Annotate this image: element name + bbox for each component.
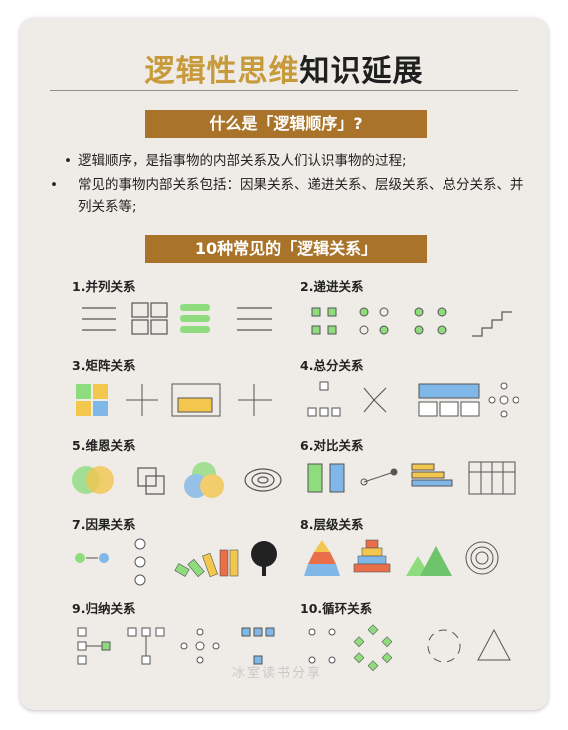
contrast-icons xyxy=(307,461,516,495)
hierarchy-stack-icon xyxy=(353,539,391,573)
label-hierarchy: 8.层级关系 xyxy=(300,517,364,532)
parallel-grid-icon xyxy=(131,302,168,335)
total-part-radial-icon xyxy=(363,387,387,413)
venn-icons xyxy=(72,462,282,498)
total-part-tree-icon xyxy=(307,381,341,417)
matrix-colored-quadrant-icon xyxy=(76,384,108,416)
causal-dominoes-icon xyxy=(174,549,239,578)
progressive-stairs-icon xyxy=(472,311,512,337)
bullet-1-text: 逻辑顺序，是指事物的内部关系及人们认识事物的过程; xyxy=(78,153,407,169)
cycle-arrows-icon xyxy=(427,629,461,663)
hierarchy-pyramid-icon xyxy=(304,540,340,576)
venn-two-circles-icon xyxy=(72,466,114,494)
matrix-table-icon xyxy=(171,383,221,417)
hierarchy-mountains-icon xyxy=(406,546,452,576)
label-cycle: 10.循环关系 xyxy=(300,601,373,616)
cycle-icons xyxy=(308,624,511,672)
watermark: 冰室读书分享 xyxy=(232,666,323,681)
contrast-scale-icon xyxy=(360,468,398,486)
contrast-vs-icon xyxy=(307,463,345,493)
title-part2: 知识延展 xyxy=(299,54,424,89)
progressive-nodes-icon xyxy=(414,307,447,335)
causal-icons xyxy=(75,538,277,586)
venn-nested-ellipses-icon xyxy=(244,468,282,492)
bullet-2: • 常见的事物内部关系包括：因果关系、递进关系、层级关系、总分关系、并列关系等; xyxy=(50,177,524,215)
hierarchy-concentric-icon xyxy=(465,541,499,575)
progressive-icons xyxy=(311,307,512,337)
label-progressive: 2.递进关系 xyxy=(300,279,364,294)
parallel-icons xyxy=(82,302,272,335)
progressive-circles-icon xyxy=(359,307,389,335)
matrix-icons xyxy=(76,383,272,417)
progressive-squares-icon xyxy=(311,307,337,335)
label-total-part: 4.总分关系 xyxy=(300,358,364,373)
bullet-2-text: 常见的事物内部关系包括：因果关系、递进关系、层级关系、总分关系、并列关系等; xyxy=(78,177,524,215)
induction-branch-icon xyxy=(127,627,165,665)
induction-icons xyxy=(77,627,275,665)
cycle-diamond-ring-icon xyxy=(353,624,393,672)
infographic-card: 逻辑性思维知识延展 什么是「逻辑顺序」? • 逻辑顺序，是指事物的内部关系及人们认… xyxy=(20,18,548,710)
cycle-grid-icon xyxy=(308,628,336,664)
title-part1: 逻辑性思维 xyxy=(144,54,300,89)
parallel-green-bars-icon xyxy=(180,304,210,333)
label-induction: 9.归纳关系 xyxy=(72,601,136,616)
label-contrast: 6.对比关系 xyxy=(300,438,364,453)
induction-converge-icon xyxy=(180,628,220,664)
total-part-icons xyxy=(307,381,519,418)
induction-list-icon xyxy=(77,627,111,665)
banner-what-is: 什么是「逻辑顺序」? xyxy=(145,110,427,138)
causal-chain-icon xyxy=(134,538,146,586)
bullet-1: • 逻辑顺序，是指事物的内部关系及人们认识事物的过程; xyxy=(64,153,407,169)
venn-three-circles-icon xyxy=(184,462,224,498)
induction-funnel-icon xyxy=(241,627,275,665)
total-part-hub-icon xyxy=(488,382,519,418)
causal-arrow-icon xyxy=(75,553,109,563)
hierarchy-icons xyxy=(304,539,499,576)
label-parallel: 1.并列关系 xyxy=(72,279,136,294)
matrix-cross-icon xyxy=(126,384,158,416)
page-title: 逻辑性思维知识延展 xyxy=(20,46,548,90)
label-matrix: 3.矩阵关系 xyxy=(72,358,136,373)
contrast-bars-icon xyxy=(411,463,453,487)
parallel-numbered-lines-icon xyxy=(237,307,272,331)
cycle-triangle-icon xyxy=(477,628,511,661)
label-venn: 5.维恩关系 xyxy=(72,438,136,453)
label-causal: 7.因果关系 xyxy=(72,517,136,532)
parallel-list-icon xyxy=(82,307,116,331)
total-part-blocks-icon xyxy=(418,383,480,417)
causal-tree-icon xyxy=(251,541,277,576)
venn-squares-icon xyxy=(137,467,165,495)
title-divider xyxy=(50,90,518,91)
contrast-table-icon xyxy=(468,461,516,495)
banner-ten-relations: 10种常见的「逻辑关系」 xyxy=(145,235,427,263)
matrix-axis-icon xyxy=(238,384,272,416)
